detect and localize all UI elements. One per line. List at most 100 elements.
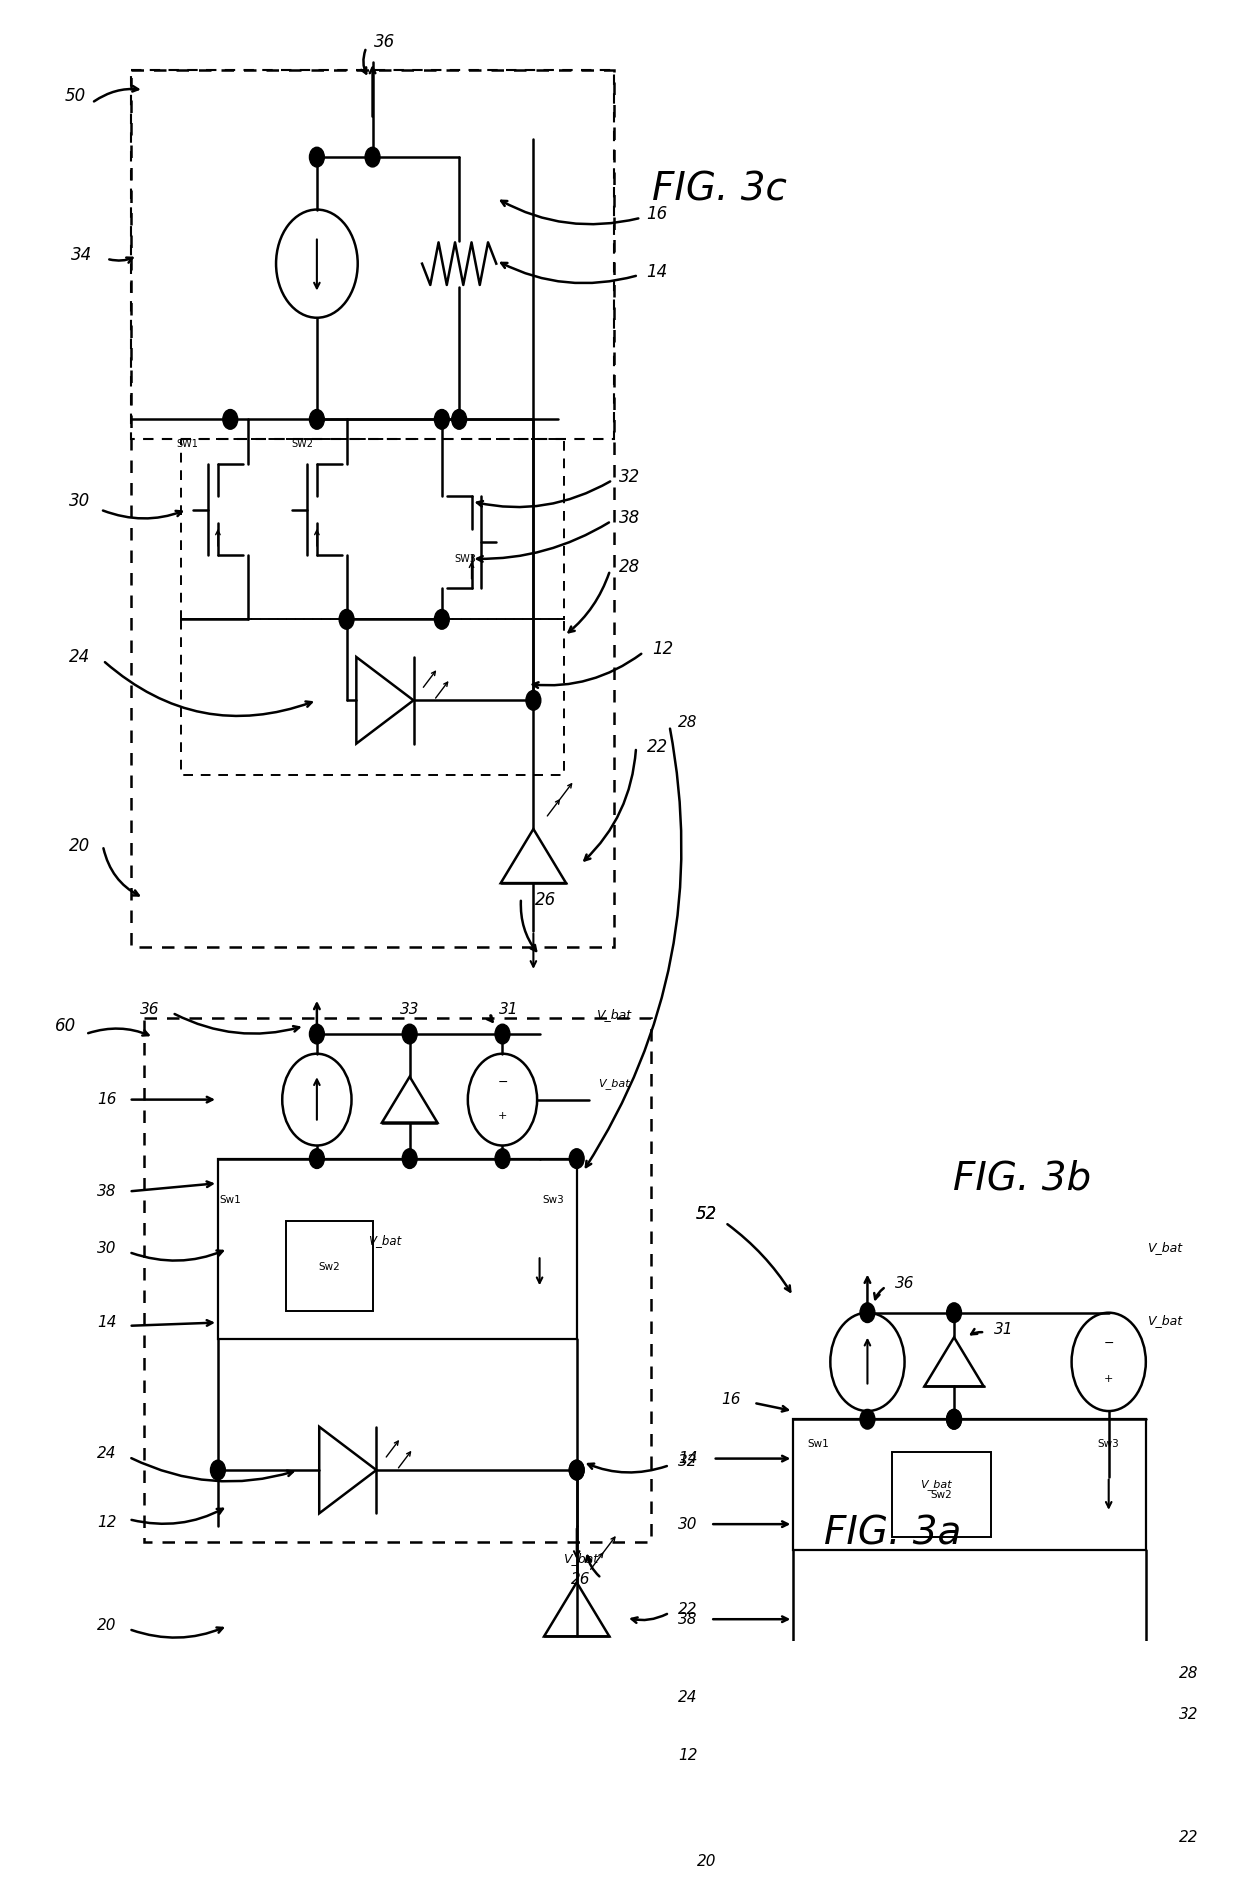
Text: 52: 52	[696, 1205, 717, 1223]
Text: 34: 34	[71, 247, 93, 264]
Circle shape	[569, 1461, 584, 1480]
Bar	[181, 620, 564, 775]
Bar	[218, 1159, 577, 1338]
Text: 12: 12	[97, 1516, 117, 1531]
Circle shape	[310, 1148, 325, 1169]
Text: Sw1: Sw1	[807, 1438, 828, 1450]
Text: 12: 12	[652, 639, 673, 658]
Text: 16: 16	[646, 205, 668, 224]
Text: 38: 38	[619, 509, 641, 526]
Text: V_bat: V_bat	[563, 1551, 598, 1565]
Text: 50: 50	[64, 87, 87, 106]
Text: 20: 20	[97, 1619, 117, 1632]
Text: 52: 52	[696, 1205, 717, 1223]
Text: 30: 30	[678, 1517, 698, 1533]
Text: SW1: SW1	[176, 439, 198, 449]
Circle shape	[495, 1148, 510, 1169]
Bar	[131, 70, 614, 946]
Circle shape	[451, 409, 466, 430]
Text: 30: 30	[68, 492, 91, 511]
Circle shape	[310, 147, 325, 168]
Text: 14: 14	[678, 1451, 698, 1467]
Circle shape	[340, 609, 353, 630]
Text: 36: 36	[140, 1003, 160, 1016]
Circle shape	[1138, 1696, 1153, 1715]
Text: FIG. 3b: FIG. 3b	[954, 1159, 1091, 1197]
Text: 38: 38	[97, 1184, 117, 1199]
Text: 22: 22	[678, 1602, 698, 1617]
Text: 28: 28	[678, 714, 698, 729]
Circle shape	[526, 690, 541, 711]
Text: Sw3: Sw3	[1097, 1438, 1120, 1450]
Text: 26: 26	[536, 890, 557, 909]
Text: 16: 16	[722, 1391, 742, 1406]
Circle shape	[786, 1696, 801, 1715]
Circle shape	[946, 1410, 961, 1429]
Circle shape	[402, 1024, 417, 1044]
Circle shape	[434, 409, 449, 430]
Circle shape	[946, 1410, 961, 1429]
Text: 60: 60	[55, 1016, 77, 1035]
Text: 32: 32	[619, 467, 641, 486]
Circle shape	[569, 1461, 584, 1480]
Text: 28: 28	[1179, 1666, 1199, 1681]
Bar	[893, 1451, 991, 1538]
Text: Sw2: Sw2	[931, 1489, 952, 1500]
Text: 36: 36	[895, 1276, 914, 1291]
Text: V_bat: V_bat	[920, 1480, 951, 1491]
Bar	[181, 439, 564, 620]
Circle shape	[569, 1148, 584, 1169]
Circle shape	[434, 609, 449, 630]
Circle shape	[310, 409, 325, 430]
Text: 24: 24	[97, 1446, 117, 1461]
Circle shape	[310, 1024, 325, 1044]
Text: Sw1: Sw1	[219, 1195, 241, 1205]
Text: 16: 16	[97, 1091, 117, 1106]
Bar	[131, 70, 614, 439]
Bar	[794, 1419, 1146, 1549]
Text: SW2: SW2	[291, 439, 312, 449]
Text: FIG. 3c: FIG. 3c	[651, 172, 786, 209]
Text: 24: 24	[68, 648, 91, 665]
Text: Sw2: Sw2	[319, 1261, 340, 1272]
Text: 22: 22	[646, 739, 668, 756]
Text: 30: 30	[97, 1240, 117, 1255]
Text: 14: 14	[97, 1316, 117, 1331]
Circle shape	[223, 409, 238, 430]
Text: V_bat: V_bat	[1147, 1314, 1182, 1327]
Text: 33: 33	[401, 1003, 419, 1016]
Text: Sw3: Sw3	[543, 1195, 564, 1205]
Circle shape	[946, 1303, 961, 1323]
Circle shape	[861, 1303, 875, 1323]
Text: 32: 32	[1179, 1706, 1199, 1721]
Circle shape	[1138, 1696, 1153, 1715]
Circle shape	[365, 147, 379, 168]
Bar	[286, 1221, 372, 1312]
Text: −: −	[1104, 1336, 1114, 1350]
Text: V_bat: V_bat	[598, 1078, 630, 1090]
Text: 14: 14	[646, 262, 668, 281]
Text: 38: 38	[678, 1612, 698, 1627]
Text: 36: 36	[374, 34, 396, 51]
Text: 31: 31	[993, 1321, 1013, 1336]
Text: V_bat: V_bat	[1147, 1240, 1182, 1254]
Text: FIG. 3a: FIG. 3a	[823, 1516, 961, 1553]
Text: 24: 24	[678, 1691, 698, 1706]
Text: V_bat: V_bat	[368, 1235, 402, 1248]
Text: −: −	[497, 1076, 507, 1090]
Text: 20: 20	[68, 837, 91, 854]
Circle shape	[495, 1024, 510, 1044]
Text: +: +	[497, 1110, 507, 1122]
Circle shape	[211, 1461, 226, 1480]
Text: SW3: SW3	[454, 554, 476, 564]
Circle shape	[402, 1148, 417, 1169]
Text: 12: 12	[678, 1747, 698, 1762]
Text: V_bat: V_bat	[596, 1008, 631, 1022]
Circle shape	[861, 1410, 875, 1429]
Text: 26: 26	[570, 1572, 590, 1587]
Text: 22: 22	[1179, 1830, 1199, 1845]
Text: 28: 28	[619, 558, 641, 577]
Text: +: +	[1104, 1374, 1114, 1384]
Bar	[144, 1018, 651, 1542]
Text: 31: 31	[498, 1003, 518, 1016]
